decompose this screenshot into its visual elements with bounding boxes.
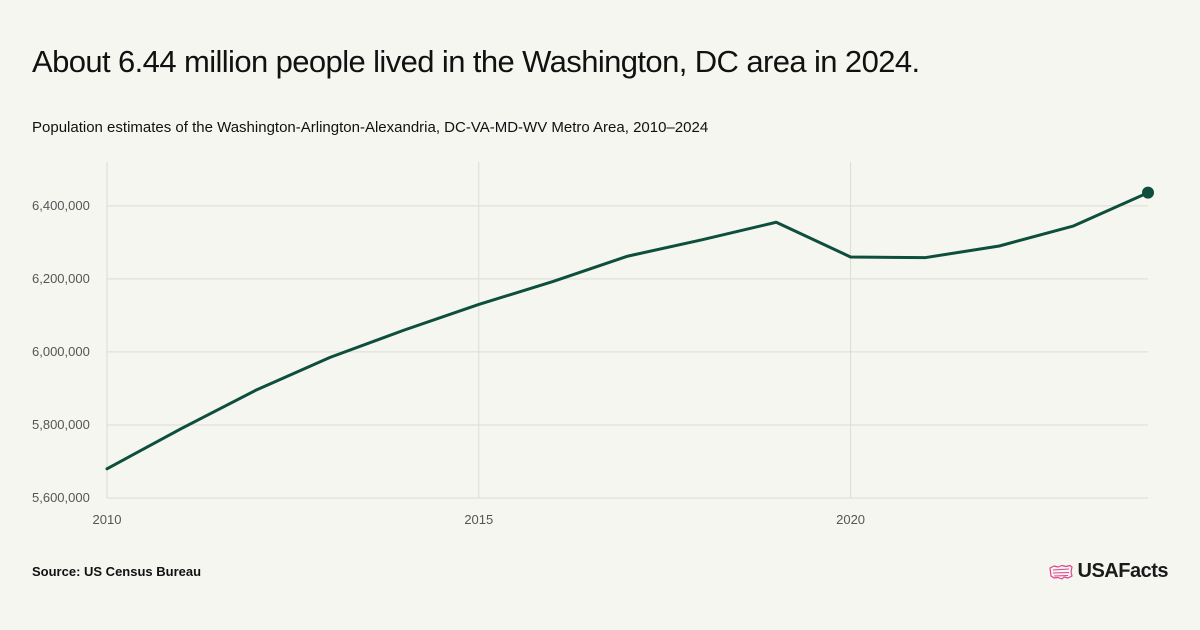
source-note: Source: US Census Bureau bbox=[32, 564, 202, 579]
y-tick-label: 6,400,000 bbox=[32, 198, 90, 213]
series-layer bbox=[105, 186, 1154, 471]
tick-label-layer: 5,600,000 5,800,000 6,000,000 6,200,000 6,40… bbox=[32, 198, 865, 527]
x-tick-label: 2015 bbox=[464, 512, 493, 527]
x-tick-label: 2020 bbox=[836, 512, 865, 527]
y-tick-label: 5,800,000 bbox=[32, 417, 90, 432]
chart-subtitle: Population estimates of the Washington-A… bbox=[32, 119, 709, 136]
last-data-point bbox=[1142, 186, 1154, 199]
y-tick-label: 6,200,000 bbox=[32, 271, 90, 286]
logo-text: USAFacts bbox=[1077, 560, 1169, 582]
usafacts-logo: USAFacts bbox=[1048, 560, 1169, 583]
grid-layer bbox=[106, 162, 1148, 499]
x-tick-label: 2010 bbox=[93, 512, 122, 527]
population-series-line bbox=[105, 191, 1150, 471]
y-tick-label: 5,600,000 bbox=[32, 490, 90, 505]
us-map-flag-icon bbox=[1048, 564, 1073, 580]
chart-title: About 6.44 million people lived in the W… bbox=[32, 44, 920, 79]
y-tick-label: 6,000,000 bbox=[32, 344, 90, 359]
